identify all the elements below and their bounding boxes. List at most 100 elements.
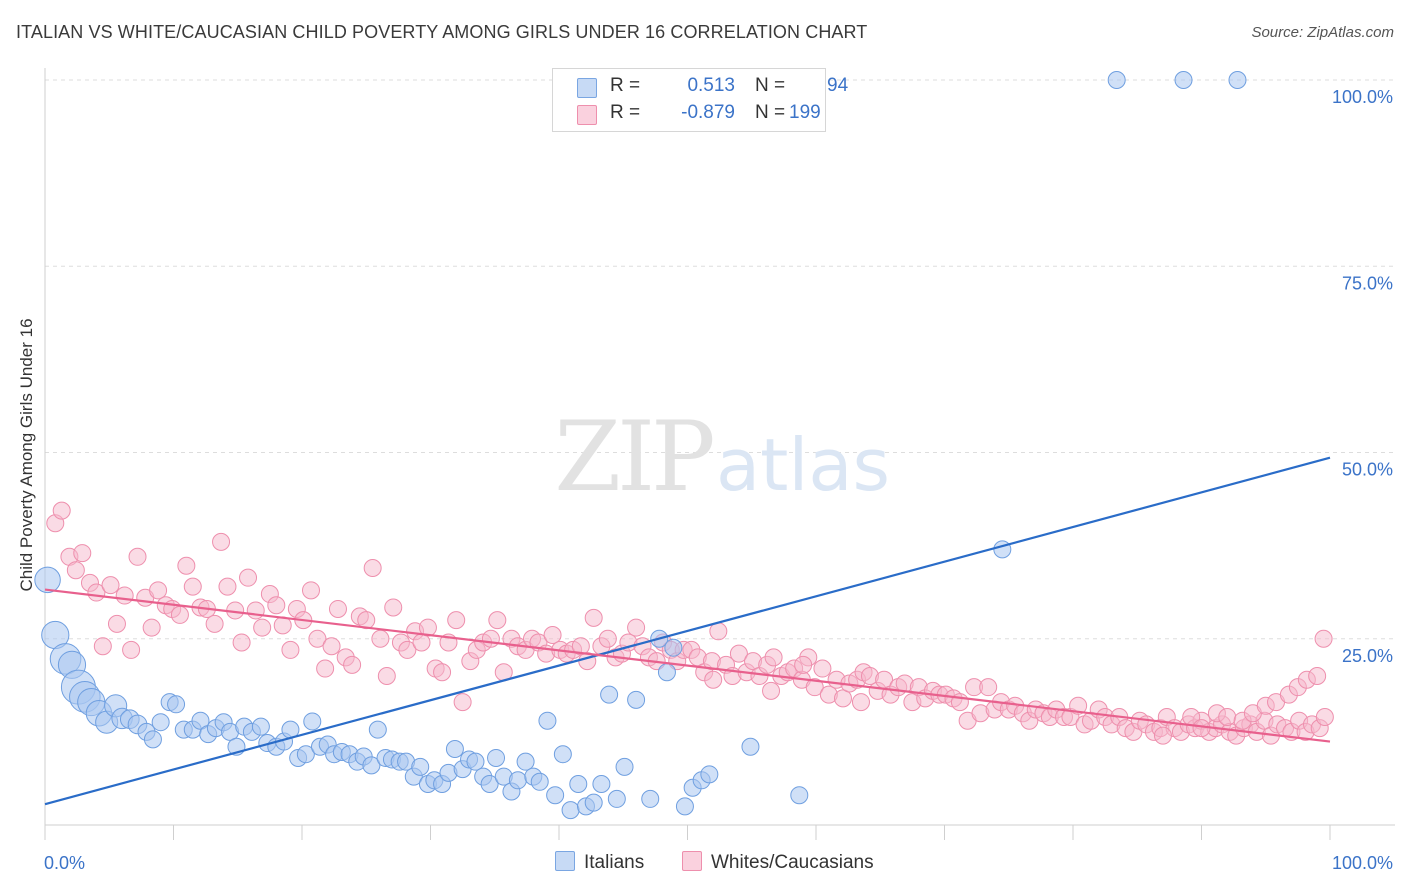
point-italians (741, 737, 760, 756)
point-italians (546, 786, 565, 805)
watermark: ZIP atlas (554, 401, 890, 513)
italians-points (34, 71, 1247, 820)
point-whites (598, 629, 617, 648)
point-whites (979, 678, 998, 697)
watermark-zip: ZIP (554, 401, 713, 513)
point-italians (368, 720, 387, 739)
point-italians (664, 638, 683, 657)
point-italians (641, 789, 660, 808)
trend-line-italians (44, 456, 1331, 806)
point-whites (107, 614, 126, 633)
tick-labels: 25.0% 50.0% 75.0% 100.0% 0.0% 100.0% (44, 87, 1393, 873)
point-whites (453, 693, 472, 712)
point-whites (813, 659, 832, 678)
point-whites (704, 670, 723, 689)
source-label: Source: ZipAtlas.com (1251, 24, 1394, 41)
trend-line-whites (44, 588, 1331, 743)
point-whites (627, 618, 646, 637)
point-italians (251, 717, 270, 736)
whites-points (46, 501, 1334, 745)
bottom-legend-swatch-italians (555, 851, 575, 871)
point-whites (398, 640, 417, 659)
point-whites (1069, 696, 1088, 715)
point-italians (411, 757, 430, 776)
point-italians (657, 663, 676, 682)
point-whites (794, 655, 813, 674)
point-italians (561, 801, 580, 820)
point-whites (764, 648, 783, 667)
point-italians (466, 752, 485, 771)
point-whites (101, 576, 120, 595)
legend-r-value-italians: 0.513 (687, 75, 735, 96)
point-italians (303, 712, 322, 731)
point-whites (384, 598, 403, 617)
point-whites (1314, 629, 1333, 648)
legend-r-label: R = (610, 75, 641, 96)
point-whites (1153, 726, 1172, 745)
point-italians (607, 789, 626, 808)
point-whites (115, 586, 134, 605)
point-italians (362, 756, 381, 775)
point-whites (205, 614, 224, 633)
chart-title: ITALIAN VS WHITE/CAUCASIAN CHILD POVERTY… (16, 22, 868, 42)
point-italians (600, 685, 619, 704)
x-tick-label: 100.0% (1332, 853, 1393, 873)
point-italians (191, 711, 210, 730)
point-italians (487, 748, 506, 767)
bottom-legend-swatch-whites (682, 851, 702, 871)
point-italians (615, 757, 634, 776)
point-whites (253, 618, 272, 637)
point-italians (553, 745, 572, 764)
point-italians (569, 775, 588, 794)
point-italians (143, 730, 162, 749)
point-whites (481, 629, 500, 648)
y-tick-label: 100.0% (1332, 87, 1393, 107)
point-italians (167, 695, 186, 714)
legend-r-label: R = (610, 102, 641, 123)
point-italians (700, 765, 719, 784)
point-whites (433, 663, 452, 682)
point-whites (833, 689, 852, 708)
point-whites (177, 556, 196, 575)
point-whites (183, 577, 202, 596)
point-whites (328, 599, 347, 618)
y-tick-label: 50.0% (1342, 460, 1393, 480)
point-italians (445, 740, 464, 759)
point-whites (584, 608, 603, 627)
legend-swatch-whites (577, 105, 597, 125)
point-whites (52, 501, 71, 520)
point-whites (73, 544, 92, 563)
point-italians (480, 775, 499, 794)
point-whites (142, 618, 161, 637)
legend-n-label: N = (755, 102, 786, 123)
point-italians (584, 793, 603, 812)
point-whites (267, 596, 286, 615)
point-italians (675, 797, 694, 816)
point-whites (371, 629, 390, 648)
x-tick-label: 0.0% (44, 853, 85, 873)
bottom-legend-italians: Italians (555, 851, 644, 874)
legend-n-value-whites: 199 (789, 102, 821, 123)
point-whites (447, 611, 466, 630)
point-whites (128, 547, 147, 566)
gridlines (45, 79, 1395, 640)
point-whites (212, 532, 231, 551)
trend-lines (44, 456, 1331, 806)
point-whites (232, 633, 251, 652)
point-whites (170, 605, 189, 624)
y-tick-label: 25.0% (1342, 646, 1393, 666)
axes (44, 68, 1395, 840)
bottom-legend-whites: Whites/Caucasians (682, 851, 874, 874)
point-whites (1308, 667, 1327, 685)
point-whites (805, 678, 824, 697)
legend: R = 0.513 N = 94 R = -0.879 N = 199 (552, 68, 848, 132)
point-whites (488, 611, 507, 630)
point-italians (516, 752, 535, 771)
point-italians (790, 786, 809, 805)
point-italians (538, 711, 557, 730)
point-italians (34, 566, 61, 594)
bottom-legend-label-italians: Italians (584, 852, 645, 873)
point-italians (1174, 71, 1193, 89)
point-italians (296, 745, 315, 764)
